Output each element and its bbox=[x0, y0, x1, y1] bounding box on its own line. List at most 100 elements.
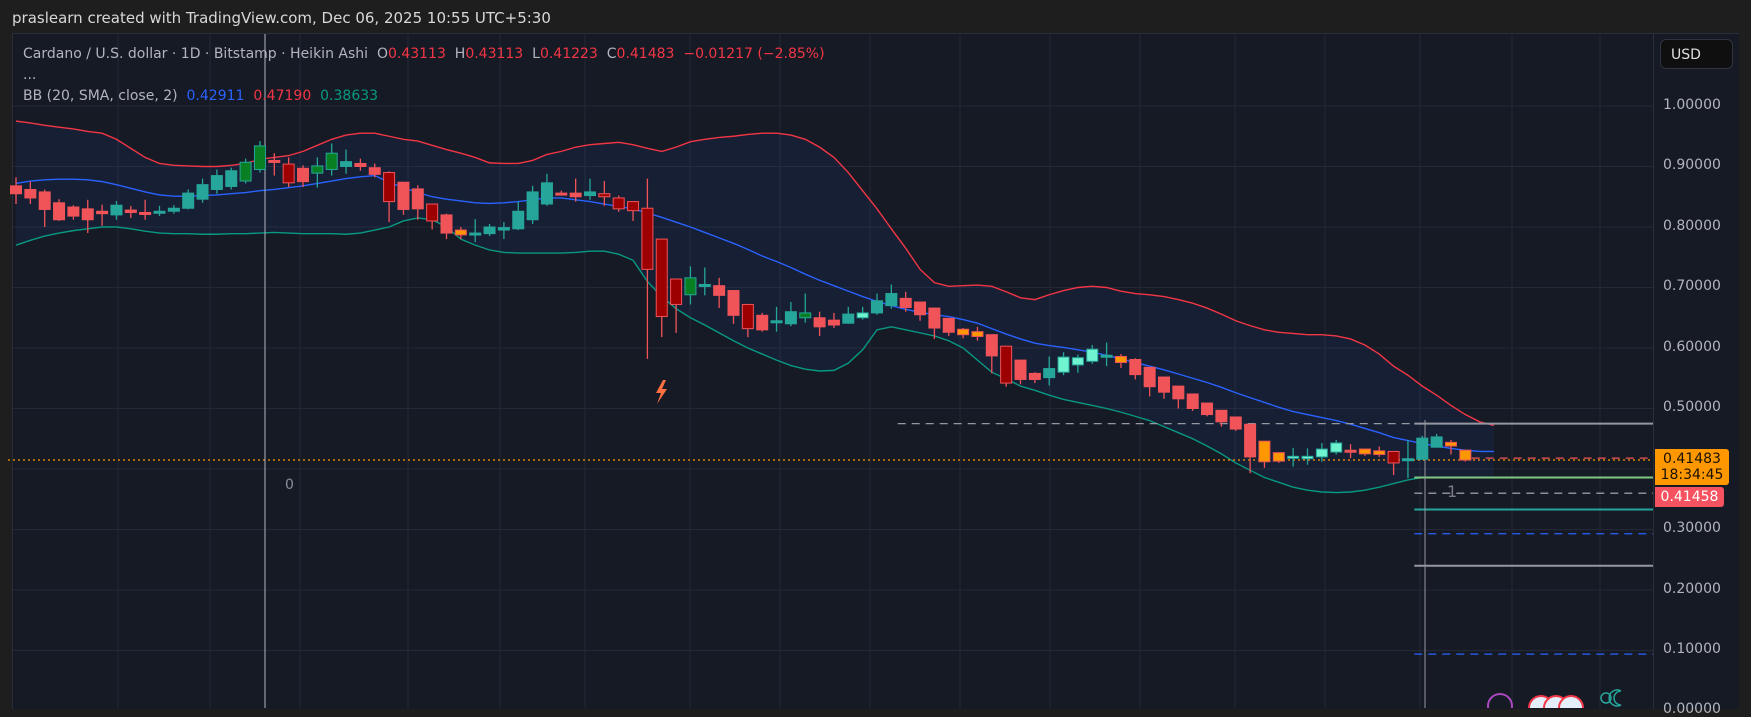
currency-button[interactable]: USD bbox=[1660, 39, 1733, 69]
candle-body bbox=[1158, 376, 1170, 393]
candle-body bbox=[383, 172, 396, 203]
candle-body bbox=[1301, 455, 1314, 460]
candle-body bbox=[1129, 358, 1142, 376]
candle-body bbox=[1258, 440, 1271, 463]
candle-body bbox=[727, 290, 740, 316]
price-tick: 1.00000 bbox=[1663, 97, 1721, 113]
price-tick: 0.10000 bbox=[1663, 641, 1721, 657]
candle-body bbox=[1071, 357, 1084, 366]
right-gutter bbox=[1739, 33, 1751, 708]
high-label: H bbox=[454, 46, 466, 62]
low-label: L bbox=[532, 46, 540, 62]
candle-body bbox=[325, 152, 338, 171]
candle-body bbox=[741, 303, 754, 330]
candle-body bbox=[253, 145, 266, 171]
candle-body bbox=[1287, 455, 1300, 459]
candle-body bbox=[985, 334, 998, 357]
candle-body bbox=[698, 283, 711, 287]
candle-body bbox=[684, 277, 697, 296]
candle-body bbox=[340, 161, 353, 168]
event-icon bbox=[1487, 693, 1513, 708]
candle-body bbox=[1459, 449, 1472, 461]
candle-body bbox=[1387, 450, 1400, 464]
candle-body bbox=[1373, 450, 1386, 455]
candle-body bbox=[1086, 348, 1099, 362]
candle-body bbox=[971, 331, 984, 338]
candle-body bbox=[1057, 356, 1070, 373]
candle-body bbox=[24, 188, 37, 199]
candle-body bbox=[871, 300, 883, 314]
candle-body bbox=[497, 227, 510, 231]
candle-body bbox=[1358, 448, 1371, 455]
candle-body bbox=[139, 211, 152, 215]
candle-body bbox=[957, 328, 970, 336]
legend-bb-row[interactable]: BB (20, SMA, close, 2) 0.42911 0.47190 0… bbox=[23, 86, 825, 107]
sun-icon bbox=[1600, 692, 1612, 704]
candle-body bbox=[10, 185, 22, 195]
candle-body bbox=[483, 226, 496, 235]
candle-body bbox=[469, 232, 482, 236]
candle-body bbox=[1430, 436, 1443, 448]
candle-body bbox=[1244, 423, 1257, 458]
candle-body bbox=[153, 210, 166, 214]
candle-body bbox=[1143, 366, 1156, 388]
candle-body bbox=[555, 192, 568, 196]
candle-body bbox=[655, 238, 668, 318]
lightning-icon bbox=[656, 380, 667, 404]
candle-body bbox=[540, 182, 553, 205]
candle-body bbox=[67, 206, 80, 217]
candle-body bbox=[1100, 354, 1113, 358]
candle-body bbox=[1201, 402, 1214, 416]
candle-body bbox=[584, 191, 596, 197]
candle-body bbox=[96, 210, 109, 215]
candle-body bbox=[1330, 442, 1343, 453]
moon-icon bbox=[1608, 689, 1622, 707]
bid-price-label: 0.41458 bbox=[1655, 487, 1724, 507]
close-value: 0.41483 bbox=[616, 46, 675, 62]
candle-body bbox=[311, 165, 324, 174]
candle-body bbox=[1445, 441, 1457, 447]
bb-upper-value: 0.47190 bbox=[253, 88, 312, 104]
bb-indicator-label[interactable]: BB (20, SMA, close, 2) bbox=[23, 88, 178, 104]
candle-body bbox=[1344, 449, 1357, 453]
candle-body bbox=[354, 162, 367, 168]
candle-body bbox=[756, 314, 769, 331]
candle-body bbox=[799, 312, 812, 319]
price-tick: 0.50000 bbox=[1663, 399, 1721, 415]
last-price-label: 0.41483 18:34:45 bbox=[1655, 449, 1729, 485]
candle-body bbox=[512, 210, 525, 230]
high-value: 0.43113 bbox=[465, 46, 524, 62]
price-tick: 0.70000 bbox=[1663, 278, 1721, 294]
legend-more-button[interactable]: ... bbox=[23, 67, 37, 83]
candle-body bbox=[612, 197, 625, 210]
price-tick: 0.30000 bbox=[1663, 520, 1721, 536]
candle-body bbox=[842, 313, 855, 324]
candle-body bbox=[784, 311, 797, 325]
candle-body bbox=[182, 192, 195, 209]
candle-body bbox=[225, 170, 238, 187]
bb-basis-value: 0.42911 bbox=[186, 88, 245, 104]
candle-body bbox=[124, 209, 137, 213]
candle-body bbox=[239, 161, 252, 182]
symbol-info[interactable]: Cardano / U.S. dollar · 1D · Bitstamp · … bbox=[23, 46, 369, 62]
legend-symbol-row[interactable]: Cardano / U.S. dollar · 1D · Bitstamp · … bbox=[23, 44, 825, 65]
candle-body bbox=[928, 307, 941, 329]
bb-lower-value: 0.38633 bbox=[320, 88, 379, 104]
candle-body bbox=[368, 167, 381, 175]
candle-body bbox=[914, 301, 927, 316]
bb-basis-line bbox=[15, 174, 1495, 453]
candle-body bbox=[1272, 452, 1285, 462]
candle-body bbox=[1028, 372, 1041, 380]
candle-body bbox=[1401, 458, 1414, 462]
open-label: O bbox=[376, 46, 388, 62]
price-tick: 0.80000 bbox=[1663, 218, 1721, 234]
price-axis[interactable] bbox=[1653, 33, 1740, 709]
candle-body bbox=[411, 188, 424, 210]
candle-body bbox=[167, 207, 180, 212]
candle-body bbox=[1114, 355, 1127, 364]
candle-body bbox=[81, 208, 94, 221]
candle-body bbox=[1014, 359, 1027, 380]
price-tick: 0.90000 bbox=[1663, 157, 1721, 173]
candle-body bbox=[813, 317, 826, 328]
